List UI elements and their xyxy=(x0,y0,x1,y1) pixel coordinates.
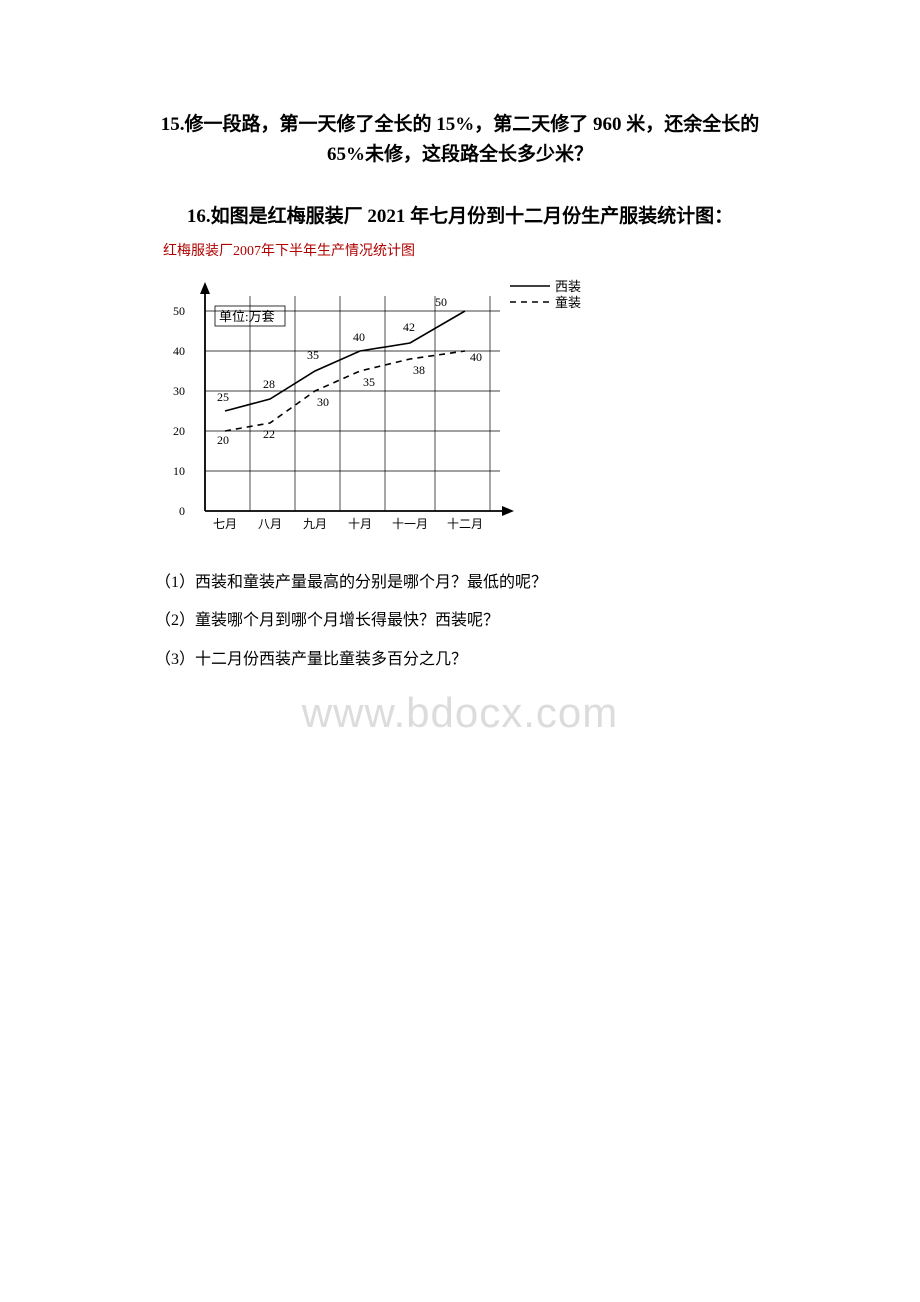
svg-text:40: 40 xyxy=(470,350,482,364)
svg-text:22: 22 xyxy=(263,427,275,441)
svg-text:50: 50 xyxy=(435,295,447,309)
q15-line1: 15.修一段路，第一天修了全长的 15%，第二天修了 960 米，还余全长的 xyxy=(0,110,920,140)
question-16-title: 16.如图是红梅服装厂 2021 年七月份到十二月份生产服装统计图： xyxy=(0,201,920,228)
sub-q2: （2）童装哪个月到哪个月增长得最快？西装呢？ xyxy=(155,602,920,640)
svg-text:十月: 十月 xyxy=(348,517,372,531)
svg-text:40: 40 xyxy=(173,344,185,358)
chart-caption: 红梅服装厂2007年下半年生产情况统计图 xyxy=(163,240,595,260)
chart-block: 红梅服装厂2007年下半年生产情况统计图 0 10 20 30 40 50 单位:万套七月 八… xyxy=(155,240,595,546)
svg-text:20: 20 xyxy=(217,433,229,447)
svg-text:35: 35 xyxy=(307,348,319,362)
svg-text:十二月: 十二月 xyxy=(447,517,483,531)
svg-text:38: 38 xyxy=(413,363,425,377)
svg-text:七月: 七月 xyxy=(213,517,237,531)
sub-q1: （1）西装和童装产量最高的分别是哪个月？最低的呢？ xyxy=(155,564,920,602)
svg-text:42: 42 xyxy=(403,320,415,334)
chart-svg: 0 10 20 30 40 50 单位:万套七月 八月 九月 十月 十一月 十二月 25 28 35 40 42… xyxy=(155,266,595,546)
svg-text:八月: 八月 xyxy=(258,517,282,531)
svg-text:40: 40 xyxy=(353,330,365,344)
svg-text:10: 10 xyxy=(173,464,185,478)
line-chart: 0 10 20 30 40 50 单位:万套七月 八月 九月 十月 十一月 十二月 25 28 35 40 42… xyxy=(155,266,595,546)
question-15: 15.修一段路，第一天修了全长的 15%，第二天修了 960 米，还余全长的 6… xyxy=(0,110,920,171)
sub-questions: （1）西装和童装产量最高的分别是哪个月？最低的呢？ （2）童装哪个月到哪个月增长… xyxy=(155,564,920,679)
svg-text:35: 35 xyxy=(363,375,375,389)
sub-q3: （3）十二月份西装产量比童装多百分之几？ xyxy=(155,641,920,679)
svg-text:九月: 九月 xyxy=(303,517,327,531)
svg-text:30: 30 xyxy=(173,384,185,398)
svg-text:0: 0 xyxy=(179,504,185,518)
svg-text:25: 25 xyxy=(217,390,229,404)
svg-text:30: 30 xyxy=(317,395,329,409)
q15-num: 15. xyxy=(161,114,185,135)
svg-text:十一月: 十一月 xyxy=(392,517,428,531)
svg-text:50: 50 xyxy=(173,304,185,318)
svg-text:28: 28 xyxy=(263,377,275,391)
q15-line2: 65%未修，这段路全长多少米？ xyxy=(0,140,920,170)
svg-text:西装: 西装 xyxy=(555,279,581,294)
watermark: www.bdocx.com xyxy=(0,689,920,737)
svg-text:单位:万套: 单位:万套 xyxy=(219,309,275,324)
svg-text:童装: 童装 xyxy=(555,295,581,310)
svg-text:20: 20 xyxy=(173,424,185,438)
q15-text1: 修一段路，第一天修了全长的 15%，第二天修了 960 米，还余全长的 xyxy=(184,114,759,135)
